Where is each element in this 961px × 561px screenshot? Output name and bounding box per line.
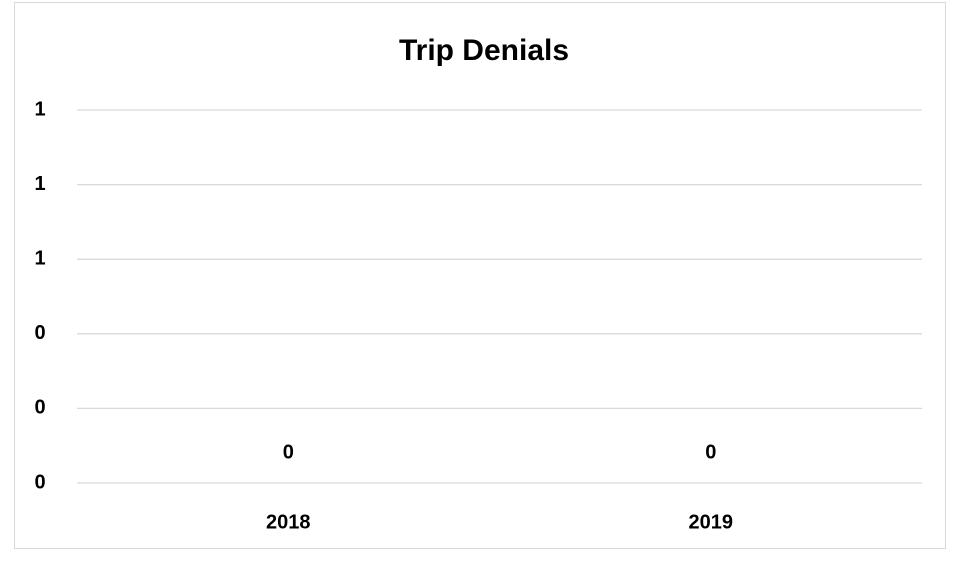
y-tick-label: 0 — [34, 471, 45, 493]
y-tick-label: 1 — [34, 98, 45, 120]
data-label: 0 — [283, 441, 294, 463]
y-tick-label: 0 — [34, 397, 45, 419]
x-tick-label: 2019 — [689, 511, 734, 533]
data-label: 0 — [705, 441, 716, 463]
y-tick-label: 1 — [34, 247, 45, 269]
chart-title: Trip Denials — [399, 34, 569, 67]
y-tick-label: 0 — [34, 322, 45, 344]
chart-border — [14, 2, 946, 549]
x-tick-label: 2018 — [266, 511, 311, 533]
y-tick-label: 1 — [34, 173, 45, 195]
